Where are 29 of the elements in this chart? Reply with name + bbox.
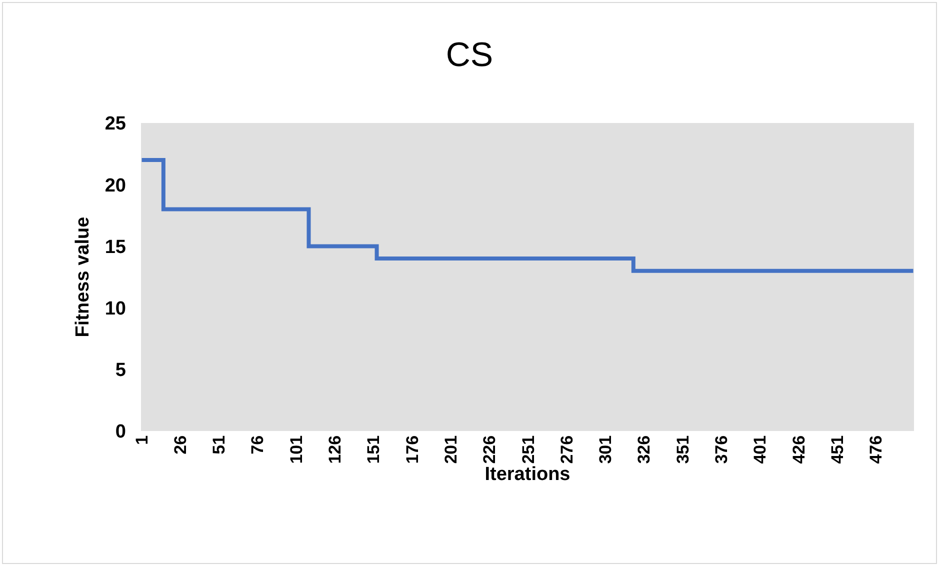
x-tick-label: 1 xyxy=(132,435,152,445)
x-tick-label: 326 xyxy=(634,435,654,464)
y-tick-label: 20 xyxy=(104,175,126,196)
y-tick-label: 15 xyxy=(104,236,126,258)
x-tick-label: 76 xyxy=(248,435,268,454)
x-tick-label: 201 xyxy=(441,435,460,464)
x-tick-label: 276 xyxy=(557,435,576,464)
x-tick-label: 176 xyxy=(402,435,422,464)
y-axis-title: Fitness value xyxy=(72,216,94,338)
x-tick-label: 401 xyxy=(750,435,770,464)
chart-title: CS xyxy=(446,36,494,74)
x-tick-label: 451 xyxy=(828,435,847,464)
x-tick-label: 251 xyxy=(518,435,538,464)
y-tick-label: 5 xyxy=(115,360,126,382)
x-tick-label: 301 xyxy=(596,435,616,464)
x-tick-label: 351 xyxy=(673,435,692,464)
x-tick-label: 151 xyxy=(364,435,384,464)
x-tick-label: 101 xyxy=(286,435,306,464)
x-tick-label: 126 xyxy=(326,435,345,464)
x-tick-label: 26 xyxy=(170,435,190,454)
y-tick-label: 25 xyxy=(104,114,126,135)
x-axis-title: Iterations xyxy=(484,464,570,485)
x-tick-label: 376 xyxy=(712,435,732,464)
y-tick-label: 10 xyxy=(104,298,126,320)
x-tick-label: 426 xyxy=(789,435,808,464)
x-tick-label: 476 xyxy=(866,435,886,464)
x-tick-label: 51 xyxy=(210,435,229,454)
x-tick-label: 226 xyxy=(480,435,500,464)
y-tick-label: 0 xyxy=(115,422,126,443)
